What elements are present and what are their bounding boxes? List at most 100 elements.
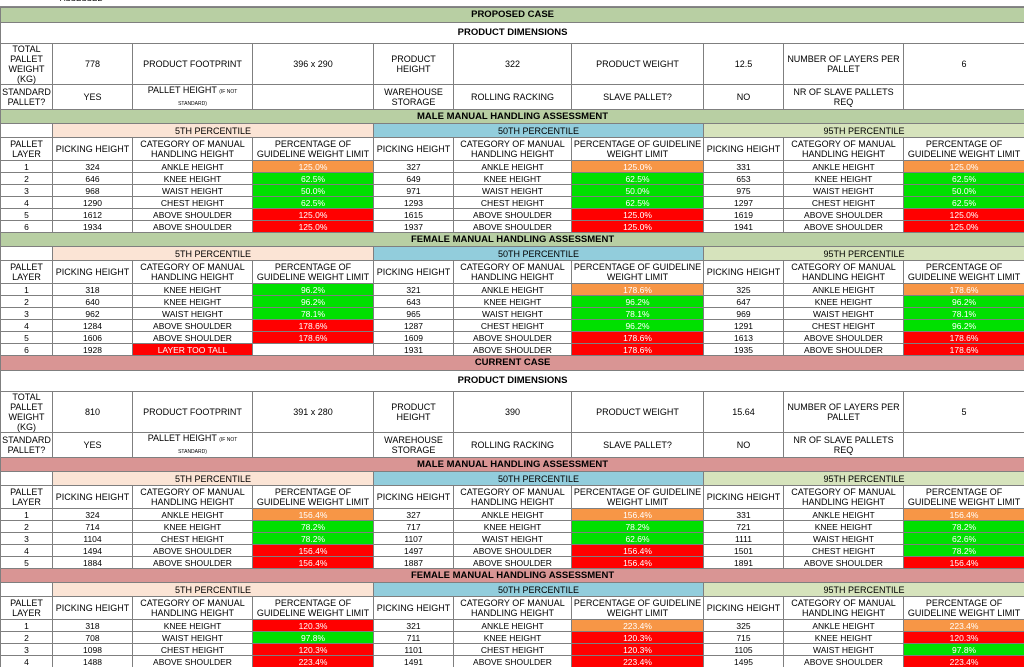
assessment-title[interactable]: FEMALE MANUAL HANDLING ASSESSMENT (0, 568, 1024, 583)
handling-category[interactable]: KNEE HEIGHT (783, 295, 904, 308)
label-total-pallet-weight[interactable]: TOTAL PALLET WEIGHT (KG) (0, 391, 53, 433)
pallet-layer[interactable]: 2 (0, 631, 53, 644)
handling-category[interactable]: CHEST HEIGHT (453, 196, 572, 209)
picking-height[interactable]: 708 (52, 631, 133, 644)
header-percentage[interactable]: PERCENTAGE OF GUIDELINE WEIGHT LIMIT (252, 137, 374, 161)
picking-height[interactable]: 1937 (373, 220, 454, 233)
header-category[interactable]: CATEGORY OF MANUAL HANDLING HEIGHT (453, 137, 572, 161)
picking-height[interactable]: 1291 (703, 319, 784, 332)
picking-height[interactable]: 327 (373, 508, 454, 521)
picking-height[interactable]: 324 (52, 508, 133, 521)
guideline-percentage[interactable]: 178.6% (252, 331, 374, 344)
guideline-percentage[interactable]: 96.2% (571, 319, 704, 332)
handling-category[interactable]: ANKLE HEIGHT (132, 160, 253, 173)
guideline-percentage[interactable]: 62.5% (252, 196, 374, 209)
handling-category[interactable]: ABOVE SHOULDER (132, 208, 253, 221)
handling-category[interactable]: ANKLE HEIGHT (453, 283, 572, 296)
picking-height[interactable]: 971 (373, 184, 454, 197)
guideline-percentage[interactable]: 223.4% (902, 619, 1024, 632)
guideline-percentage[interactable]: 50.0% (571, 184, 704, 197)
header-pallet-layer[interactable]: PALLET LAYER (0, 485, 53, 509)
label-standard-pallet[interactable]: STANDARD PALLET? (0, 84, 53, 110)
guideline-percentage[interactable]: 223.4% (902, 655, 1024, 667)
picking-height[interactable]: 640 (52, 295, 133, 308)
handling-category[interactable]: WAIST HEIGHT (783, 184, 904, 197)
picking-height[interactable]: 318 (52, 619, 133, 632)
guideline-percentage[interactable]: 120.3% (571, 631, 704, 644)
picking-height[interactable]: 1494 (52, 544, 133, 557)
picking-height[interactable]: 1284 (52, 319, 133, 332)
pallet-layer[interactable]: 4 (0, 544, 53, 557)
case-title[interactable]: CURRENT CASE (0, 355, 1024, 371)
guideline-percentage[interactable]: 125.0% (252, 220, 374, 233)
picking-height[interactable]: 711 (373, 631, 454, 644)
picking-height[interactable]: 649 (373, 172, 454, 185)
picking-height[interactable]: 1935 (703, 343, 784, 356)
header-category[interactable]: CATEGORY OF MANUAL HANDLING HEIGHT (132, 137, 253, 161)
value-total-pallet-weight[interactable]: 810 (52, 391, 133, 433)
value-slave-pallet[interactable]: NO (703, 84, 784, 110)
picking-height[interactable]: 1497 (373, 544, 454, 557)
handling-category[interactable]: ABOVE SHOULDER (783, 208, 904, 221)
percentile-50th[interactable]: 50TH PERCENTILE (373, 582, 704, 597)
pallet-layer[interactable]: 1 (0, 619, 53, 632)
handling-category[interactable]: ABOVE SHOULDER (132, 556, 253, 569)
guideline-percentage[interactable]: 62.5% (571, 196, 704, 209)
percentile-50th[interactable]: 50TH PERCENTILE (373, 123, 704, 138)
label-total-pallet-weight[interactable]: TOTAL PALLET WEIGHT (KG) (0, 43, 53, 85)
guideline-percentage[interactable]: 78.1% (902, 307, 1024, 320)
header-percentage[interactable]: PERCENTAGE OF GUIDELINE WEIGHT LIMIT (902, 137, 1024, 161)
header-picking-height[interactable]: PICKING HEIGHT (373, 485, 454, 509)
picking-height[interactable]: 1495 (703, 655, 784, 667)
guideline-percentage[interactable]: 96.2% (252, 283, 374, 296)
picking-height[interactable]: 1606 (52, 331, 133, 344)
picking-height[interactable]: 1612 (52, 208, 133, 221)
label-product-weight[interactable]: PRODUCT WEIGHT (571, 43, 704, 85)
picking-height[interactable]: 1105 (703, 643, 784, 656)
percentile-95th[interactable]: 95TH PERCENTILE (702, 123, 1024, 138)
guideline-percentage[interactable]: 62.5% (571, 172, 704, 185)
value-product-height[interactable]: 322 (453, 43, 572, 85)
handling-category[interactable]: ABOVE SHOULDER (783, 343, 904, 356)
handling-category[interactable]: ANKLE HEIGHT (783, 619, 904, 632)
guideline-percentage[interactable]: 156.4% (252, 556, 374, 569)
handling-category[interactable]: WAIST HEIGHT (453, 307, 572, 320)
label-product-weight[interactable]: PRODUCT WEIGHT (571, 391, 704, 433)
label-layers-per-pallet[interactable]: NUMBER OF LAYERS PER PALLET (783, 391, 904, 433)
guideline-percentage[interactable]: 178.6% (252, 319, 374, 332)
guideline-percentage[interactable]: 125.0% (902, 208, 1024, 221)
header-pallet-layer[interactable]: PALLET LAYER (0, 137, 53, 161)
header-percentage[interactable]: PERCENTAGE OF GUIDELINE WEIGHT LIMIT (902, 485, 1024, 509)
percentile-95th[interactable]: 95TH PERCENTILE (702, 246, 1024, 261)
picking-height[interactable]: 331 (703, 508, 784, 521)
header-picking-height[interactable]: PICKING HEIGHT (52, 137, 133, 161)
pallet-layer[interactable]: 4 (0, 319, 53, 332)
handling-category[interactable]: KNEE HEIGHT (453, 172, 572, 185)
handling-category[interactable]: WAIST HEIGHT (783, 643, 904, 656)
handling-category[interactable]: WAIST HEIGHT (132, 307, 253, 320)
header-category[interactable]: CATEGORY OF MANUAL HANDLING HEIGHT (132, 485, 253, 509)
guideline-percentage[interactable]: 156.4% (571, 544, 704, 557)
picking-height[interactable]: 1287 (373, 319, 454, 332)
value-product-height[interactable]: 390 (453, 391, 572, 433)
guideline-percentage[interactable]: 97.8% (252, 631, 374, 644)
handling-category[interactable]: ABOVE SHOULDER (453, 343, 572, 356)
handling-category[interactable]: ABOVE SHOULDER (783, 220, 904, 233)
percentile-5th[interactable]: 5TH PERCENTILE (52, 582, 374, 597)
picking-height[interactable]: 1098 (52, 643, 133, 656)
handling-category[interactable]: CHEST HEIGHT (783, 196, 904, 209)
label-product-height[interactable]: PRODUCT HEIGHT (373, 391, 454, 433)
picking-height[interactable]: 324 (52, 160, 133, 173)
picking-height[interactable]: 1884 (52, 556, 133, 569)
percentile-5th[interactable]: 5TH PERCENTILE (52, 123, 374, 138)
blank-cell[interactable] (0, 582, 53, 597)
header-category[interactable]: CATEGORY OF MANUAL HANDLING HEIGHT (132, 596, 253, 620)
pallet-layer[interactable]: 5 (0, 331, 53, 344)
picking-height[interactable]: 1619 (703, 208, 784, 221)
handling-category[interactable]: KNEE HEIGHT (783, 172, 904, 185)
handling-category[interactable]: ABOVE SHOULDER (453, 220, 572, 233)
header-percentage[interactable]: PERCENTAGE OF GUIDELINE WEIGHT LIMIT (902, 260, 1024, 284)
pallet-layer[interactable]: 2 (0, 295, 53, 308)
picking-height[interactable]: 647 (703, 295, 784, 308)
handling-category[interactable]: KNEE HEIGHT (783, 631, 904, 644)
